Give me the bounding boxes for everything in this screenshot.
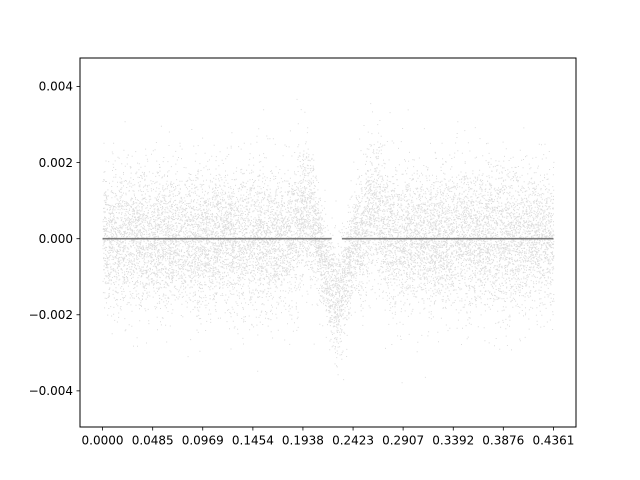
x-tick-label: 0.2423: [332, 434, 374, 448]
x-tick-label: 0.3876: [482, 434, 524, 448]
x-tick-label: 0.2907: [382, 434, 424, 448]
y-tick-label: −0.002: [29, 308, 73, 322]
x-tick-label: 0.0485: [132, 434, 174, 448]
data-points: [102, 98, 555, 384]
y-tick-label: 0.002: [39, 156, 73, 170]
y-axis: −0.004 −0.002 0.000 0.002 0.004: [29, 80, 80, 398]
y-tick-label: −0.004: [29, 384, 73, 398]
x-tick-label: 0.4361: [532, 434, 574, 448]
plot-frame: [79, 57, 577, 428]
scatter-points: [102, 98, 555, 384]
x-tick-label: 0.1938: [282, 434, 324, 448]
y-tick-label: 0.000: [39, 232, 73, 246]
x-tick-label: 0.0000: [82, 434, 124, 448]
x-axis: 0.0000 0.0485 0.0969 0.1454 0.1938 0.2423 0.29…: [82, 427, 574, 448]
x-tick-label: 0.3392: [432, 434, 474, 448]
y-tick-label: 0.004: [39, 80, 73, 94]
x-tick-label: 0.0969: [182, 434, 224, 448]
x-tick-label: 0.1454: [232, 434, 274, 448]
